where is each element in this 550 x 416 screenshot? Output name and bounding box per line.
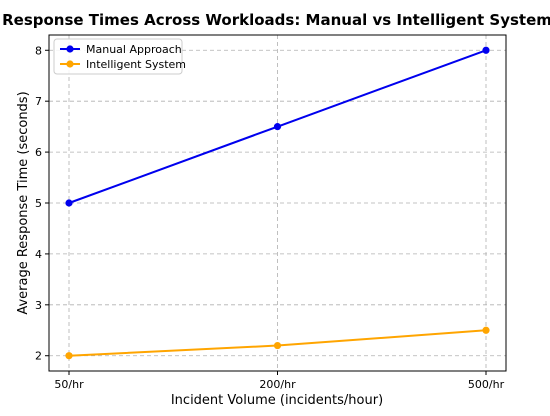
y-tick-label: 8 — [35, 44, 42, 57]
data-point — [482, 46, 490, 54]
x-tick-label: 500/hr — [468, 378, 505, 391]
data-point — [482, 326, 490, 334]
series-2 — [65, 326, 490, 360]
y-axis-label: Average Response Time (seconds) — [16, 91, 31, 314]
data-point — [273, 341, 282, 350]
x-tick-label: 200/hr — [259, 378, 296, 391]
grid-layer — [49, 35, 506, 371]
data-point — [65, 352, 73, 360]
legend-item: Intelligent System — [60, 58, 186, 71]
y-tick-label: 5 — [35, 197, 42, 210]
legend: Manual Approach Intelligent System — [53, 38, 186, 75]
x-tick-label: 50/hr — [54, 378, 84, 391]
tick-layer: 50/hr 200/hr 500/hr 2 3 4 5 6 7 8 — [35, 44, 505, 391]
legend-label: Manual Approach — [86, 43, 182, 56]
legend-item: Manual Approach — [60, 43, 182, 56]
series-layer — [65, 46, 490, 360]
y-tick-label: 2 — [35, 350, 42, 363]
legend-swatch-marker — [66, 60, 74, 68]
y-tick-label: 7 — [35, 95, 42, 108]
data-point — [273, 123, 282, 131]
series-1 — [65, 46, 490, 207]
legend-swatch-marker — [66, 45, 74, 53]
y-tick-label: 3 — [35, 299, 42, 312]
chart-title: Response Times Across Workloads: Manual … — [2, 11, 550, 29]
legend-box — [53, 38, 183, 75]
data-point — [65, 199, 73, 207]
legend-label: Intelligent System — [86, 58, 186, 71]
x-axis-label: Incident Volume (incidents/hour) — [171, 393, 383, 408]
y-tick-label: 6 — [35, 146, 42, 159]
y-tick-label: 4 — [35, 248, 42, 261]
